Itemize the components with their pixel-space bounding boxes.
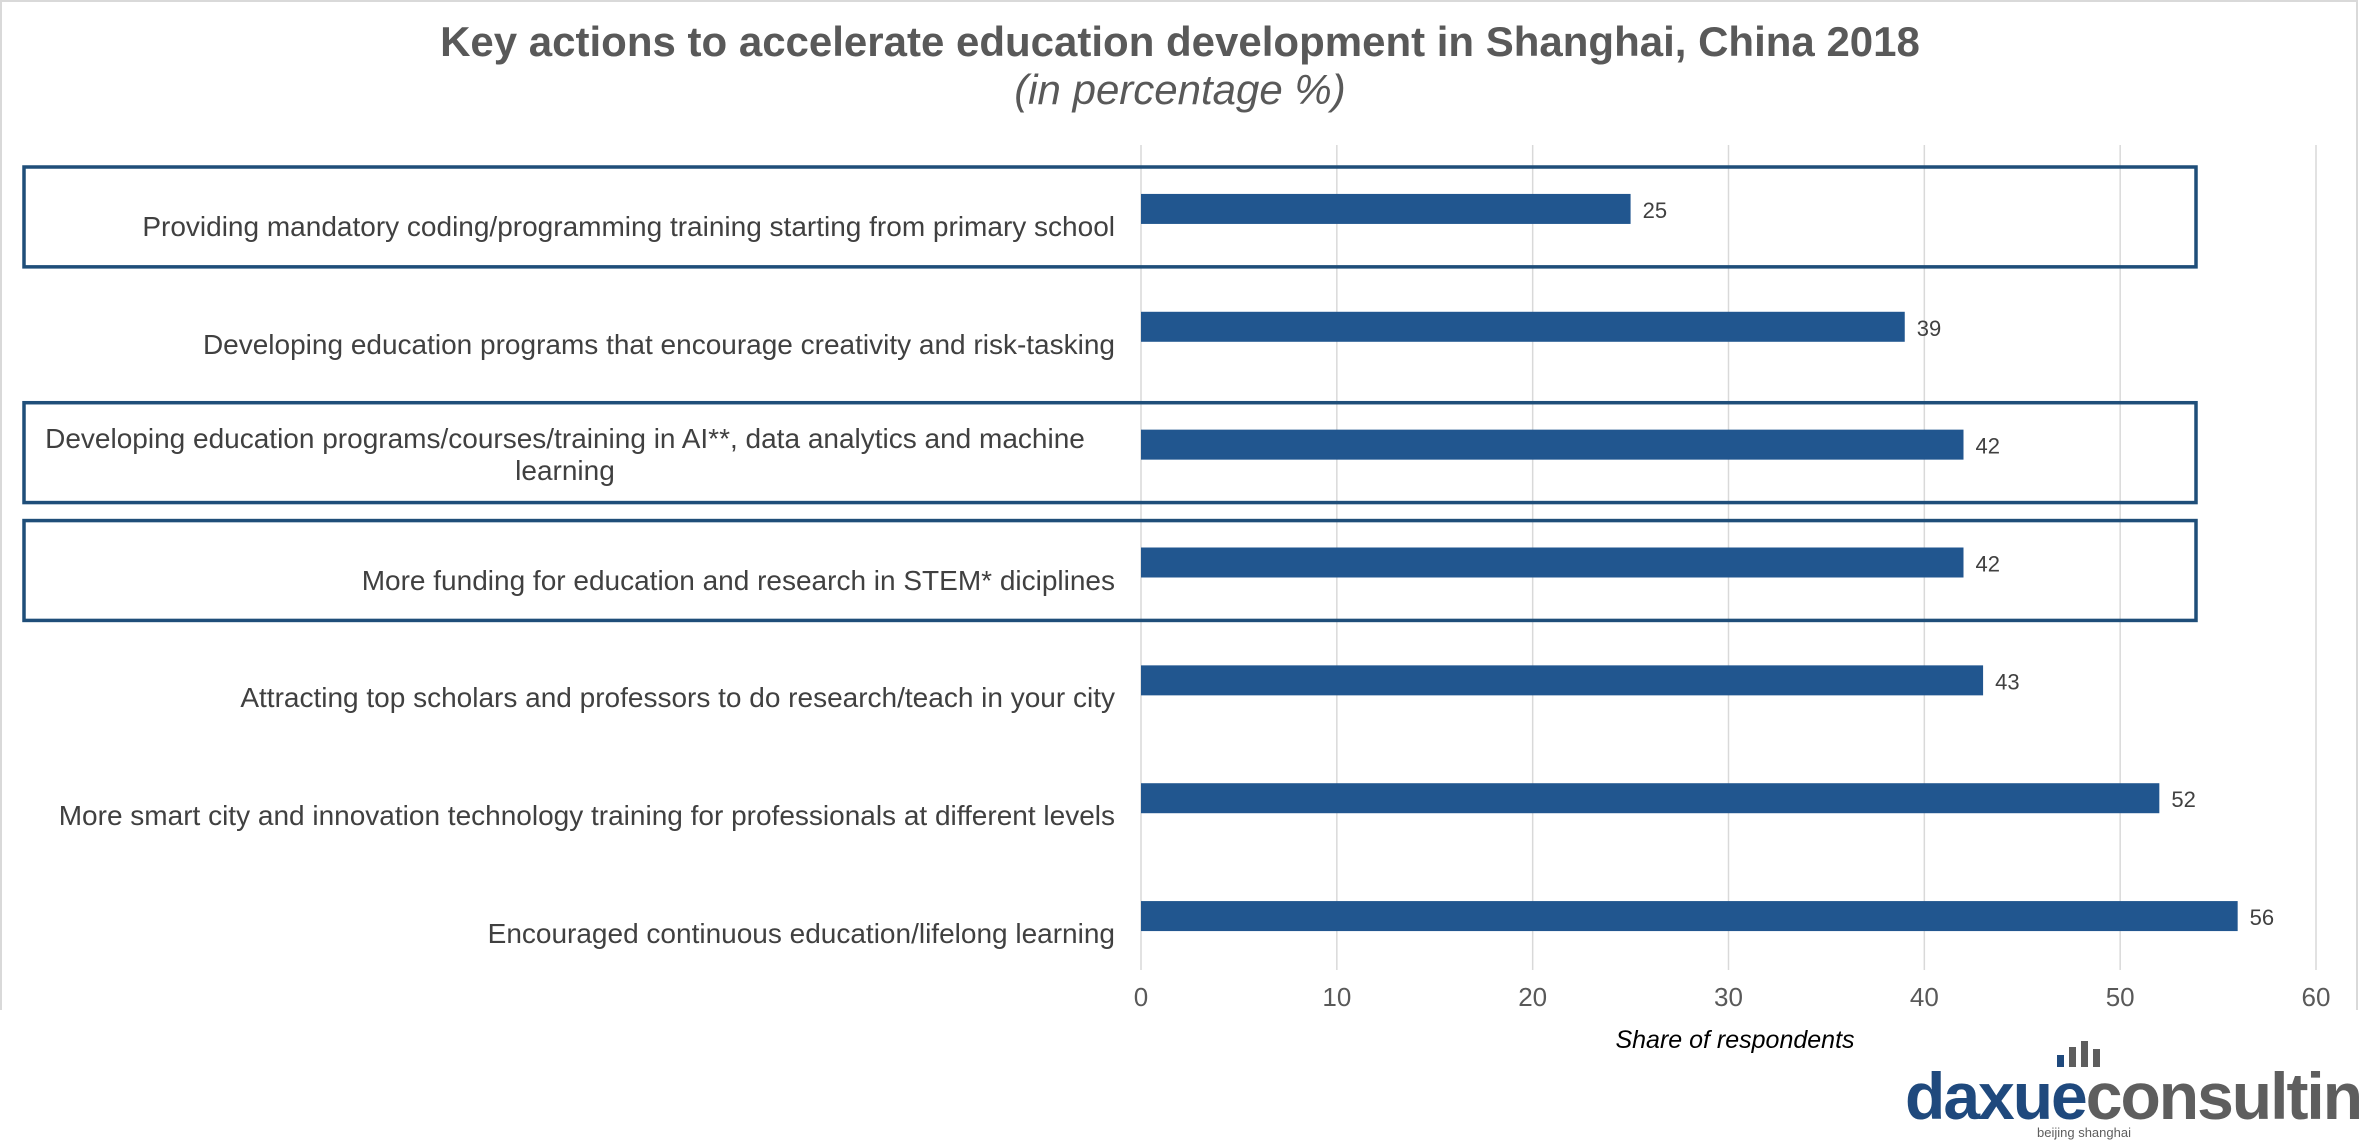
logo-tagline: beijing shanghai [2037,1125,2131,1140]
x-tick-label: 30 [1714,982,1743,1010]
bar [1141,547,1964,578]
x-tick-label: 40 [1910,982,1939,1010]
x-tick-label: 50 [2106,982,2135,1010]
highlight-box [22,400,2198,505]
highlight-box [22,518,2198,623]
bar [1141,665,1984,696]
y-tick-label: Developing education programs that encou… [202,328,1115,360]
data-label: 25 [1643,198,1667,223]
y-tick-label: Attracting top scholars and professors t… [240,682,1115,714]
x-tick-label: 60 [2302,982,2331,1010]
data-label: 42 [1976,434,2000,459]
y-tick-label: More funding for education and research … [361,564,1115,596]
bar [1141,429,1964,460]
logo-bars-icon [2057,1041,2100,1067]
logo-brand-part1: daxue [1905,1059,2088,1133]
daxue-consulting-logo: daxueconsulting beijing shanghai [1905,1035,2360,1140]
data-label: 56 [2250,905,2274,930]
bar [1141,311,1905,342]
chart-subtitle: (in percentage %) [1014,66,1346,113]
highlight-box [22,165,2198,269]
x-tick-label: 10 [1322,982,1351,1010]
bar [1141,193,1631,224]
bar [1141,783,2160,814]
bar [1141,901,2238,932]
x-tick-label: 0 [1134,982,1148,1010]
data-label: 43 [1995,669,2019,694]
logo-brand-part2: consulting [2085,1059,2360,1133]
bar-chart: 0 10 20 30 40 50 60 25 39 42 42 43 52 56 [22,145,2331,1010]
chart-frame [0,0,2358,1010]
y-tick-label: Providing mandatory coding/programming t… [142,210,1115,242]
y-tick-label: Encouraged continuous education/lifelong… [487,918,1115,950]
x-axis-label: Share of respondents [1615,1026,1855,1054]
y-tick-label: More smart city and innovation technolog… [58,800,1115,832]
logo-wordmark: daxueconsulting [1905,1061,2360,1131]
data-label: 52 [2171,787,2195,812]
x-tick-label: 20 [1518,982,1547,1010]
data-label: 42 [1976,552,2000,577]
chart-title: Key actions to accelerate education deve… [440,18,1920,65]
data-label: 39 [1917,316,1941,341]
y-tick-label: Developing education programs/courses/tr… [45,422,1085,486]
